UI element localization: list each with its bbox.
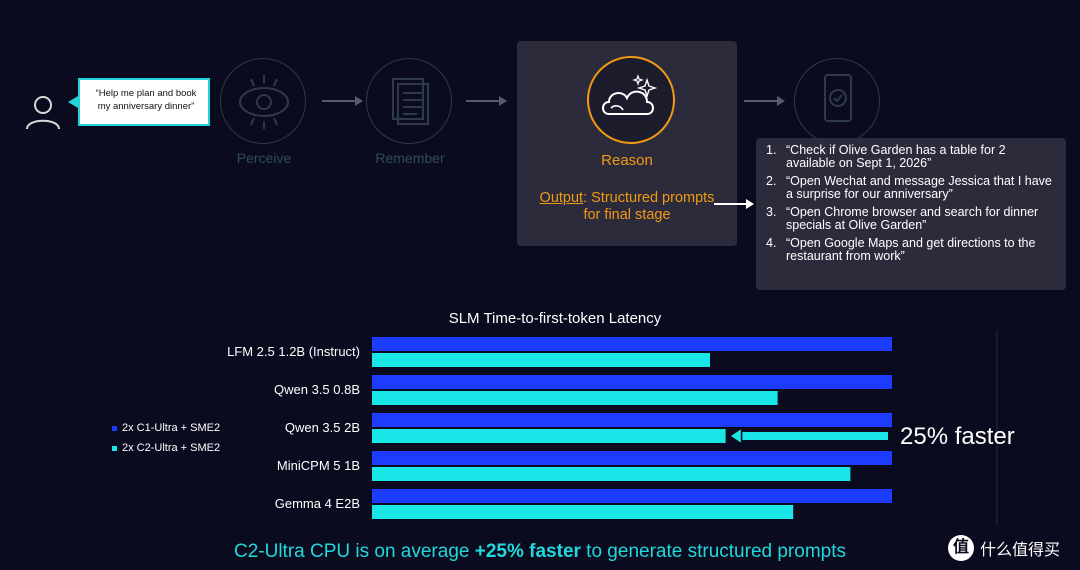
bar-c1-ultra — [372, 413, 892, 427]
reason-stage — [587, 56, 675, 144]
legend-label: 2x C1-Ultra + SME2 — [122, 422, 221, 434]
list-item: 4. “Open Google Maps and get directions t… — [766, 237, 1056, 263]
watermark-text: 什么值得买 — [980, 542, 1061, 559]
footer-text-post: to generate structured prompts — [580, 541, 846, 562]
output-rest: : Structured prompts for final stage — [583, 190, 715, 223]
category-label: MiniCPM 5 1B — [277, 458, 360, 473]
list-item-number: 4. — [766, 236, 777, 250]
phone-check-icon — [824, 74, 852, 122]
chart-legend: 2x C1-Ultra + SME2 2x C2-Ultra + SME2 — [112, 418, 220, 458]
bar-c1-ultra — [372, 489, 892, 503]
user-prompt-bubble: “Help me plan and book my anniversary di… — [78, 78, 210, 126]
user-icon — [26, 96, 60, 130]
list-item-number: 3. — [766, 205, 777, 219]
act-stage — [794, 58, 880, 144]
legend-swatch — [112, 445, 117, 451]
stage-label-reason: Reason — [601, 152, 653, 169]
latency-bar-chart: LFM 2.5 1.2B (Instruct) Qwen 3.5 0.8B Qwen… — [227, 330, 998, 525]
stage-label-remember: Remember — [375, 150, 445, 166]
bar-c1-ultra — [372, 337, 892, 351]
list-item-text: “Open Google Maps and get directions to … — [786, 236, 1036, 263]
list-item-text: “Open Wechat and message Jessica that I … — [786, 174, 1052, 201]
list-item: 3. “Open Chrome browser and search for di… — [766, 206, 1056, 232]
category-label: Qwen 3.5 0.8B — [274, 382, 360, 397]
flow-arrow — [466, 100, 500, 102]
footer-text-pre: C2-Ultra CPU is on average — [233, 541, 475, 562]
output-prefix: Output — [539, 190, 584, 206]
category-label: LFM 2.5 1.2B (Instruct) — [227, 344, 360, 359]
list-item-text: “Open Chrome browser and search for dinn… — [786, 205, 1039, 232]
category-label: Qwen 3.5 2B — [285, 420, 360, 435]
cloud-sparkle-icon — [602, 74, 658, 115]
watermark-logo: 值 — [948, 535, 974, 561]
bar-c2-ultra — [372, 353, 710, 367]
watermark: 值 什么值得买 — [948, 534, 1076, 562]
output-arrowhead — [746, 199, 754, 209]
list-item-number: 1. — [766, 143, 777, 157]
legend-label: 2x C2-Ultra + SME2 — [122, 442, 221, 454]
legend-swatch — [112, 425, 117, 431]
category-label: Gemma 4 E2B — [275, 496, 360, 511]
bar-c2-ultra — [372, 429, 726, 443]
bar-c1-ultra — [372, 451, 892, 465]
document-icon — [392, 78, 429, 125]
eye-icon — [239, 75, 289, 129]
flow-arrowhead — [499, 96, 507, 106]
perceive-stage — [220, 58, 306, 144]
list-item-text: “Check if Olive Garden has a table for 2… — [786, 143, 1006, 170]
output-description: Output: Structured prompts for final sta… — [530, 190, 724, 224]
chart-title: SLM Time-to-first-token Latency — [448, 310, 662, 327]
footer-summary: C2-Ultra CPU is on average +25% faster t… — [0, 541, 1080, 563]
bar-c2-ultra — [372, 391, 778, 405]
remember-stage — [366, 58, 452, 144]
flow-arrowhead — [355, 96, 363, 106]
flow-arrowhead — [777, 96, 785, 106]
flow-arrow — [744, 100, 778, 102]
list-item-number: 2. — [766, 174, 777, 188]
faster-arrow-head — [728, 426, 743, 446]
stage-label-perceive: Perceive — [236, 150, 292, 166]
output-arrow — [714, 203, 748, 205]
list-item: 2. “Open Wechat and message Jessica that … — [766, 175, 1056, 201]
structured-prompts-list: 1. “Check if Olive Garden has a table for… — [756, 138, 1066, 290]
bar-c2-ultra — [372, 467, 851, 481]
flow-arrow — [322, 100, 356, 102]
speech-bubble-tail — [68, 96, 78, 108]
bar-c2-ultra — [372, 505, 794, 519]
footer-text-bold: +25% faster — [474, 541, 581, 562]
faster-annotation: 25% faster — [900, 423, 1015, 450]
list-item: 1. “Check if Olive Garden has a table for… — [766, 144, 1056, 170]
bar-c1-ultra — [372, 375, 892, 389]
legend-entry: 2x C1-Ultra + SME2 — [112, 418, 220, 438]
legend-entry: 2x C2-Ultra + SME2 — [112, 438, 220, 458]
